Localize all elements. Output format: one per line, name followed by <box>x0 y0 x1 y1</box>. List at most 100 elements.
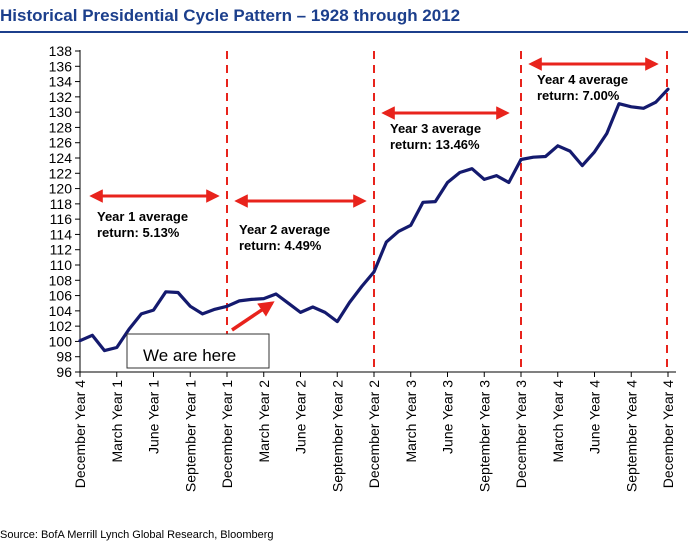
data-point <box>385 241 388 243</box>
data-point <box>581 164 584 167</box>
average-label-line1: Year 1 average <box>97 209 188 224</box>
data-point <box>177 291 179 294</box>
data-point <box>238 300 241 302</box>
data-point <box>483 178 486 181</box>
data-point <box>189 305 192 308</box>
average-label-line1: Year 4 average <box>537 72 628 87</box>
x-tick-label: March Year 2 <box>256 380 272 463</box>
y-tick-label: 96 <box>56 364 72 380</box>
y-tick-label: 132 <box>49 89 73 105</box>
y-tick-label: 130 <box>49 104 73 120</box>
data-point <box>360 285 363 288</box>
x-tick-label: December Year 4 <box>660 380 676 488</box>
data-point <box>409 224 412 227</box>
y-tick-label: 136 <box>49 58 73 74</box>
data-point <box>642 107 645 110</box>
data-point <box>213 308 216 311</box>
title-underline <box>0 31 688 33</box>
data-point <box>667 88 669 91</box>
data-point <box>434 200 437 203</box>
x-tick-label: September Year 4 <box>623 380 639 492</box>
x-tick-label: June Year 4 <box>587 380 603 454</box>
data-point <box>287 302 290 305</box>
y-tick-label: 120 <box>49 181 73 197</box>
data-point <box>115 346 118 349</box>
data-point <box>275 293 277 295</box>
data-point <box>471 167 473 170</box>
data-point <box>164 290 167 293</box>
data-point <box>605 132 608 135</box>
x-tick-label: September Year 2 <box>329 380 345 492</box>
average-label-line2: return: 7.00% <box>537 88 620 103</box>
data-point <box>507 181 510 184</box>
data-point <box>397 230 400 233</box>
x-tick-label: December Year 2 <box>366 380 382 488</box>
x-tick-label: March Year 4 <box>550 380 566 463</box>
y-tick-label: 102 <box>49 318 73 334</box>
x-tick-label: June Year 1 <box>146 380 162 454</box>
x-tick-label: December Year 4 <box>72 380 88 488</box>
y-tick-label: 128 <box>49 119 73 135</box>
y-tick-label: 98 <box>56 349 72 365</box>
average-label-line1: Year 3 average <box>390 121 481 136</box>
y-tick-label: 122 <box>49 165 73 181</box>
data-point <box>140 313 143 315</box>
data-point <box>336 320 339 323</box>
data-point <box>226 305 228 308</box>
average-label-line2: return: 13.46% <box>390 137 480 152</box>
data-point <box>520 158 522 161</box>
data-point <box>311 306 314 308</box>
y-tick-label: 134 <box>49 74 73 90</box>
callout-arrow <box>231 301 275 332</box>
data-point <box>446 181 449 184</box>
y-tick-label: 118 <box>50 196 73 212</box>
y-tick-label: 112 <box>50 242 73 258</box>
y-tick-label: 106 <box>49 288 73 304</box>
x-tick-label: June Year 2 <box>293 380 309 454</box>
data-point <box>495 174 498 177</box>
source-note: Source: BofA Merrill Lynch Global Resear… <box>0 529 274 541</box>
x-tick-label: March Year 3 <box>403 380 419 463</box>
y-tick-label: 110 <box>50 257 73 273</box>
data-point <box>103 349 106 352</box>
x-tick-label: December Year 3 <box>513 380 529 488</box>
data-point <box>152 309 155 311</box>
y-tick-label: 104 <box>49 303 73 319</box>
x-tick-label: December Year 1 <box>219 380 235 488</box>
data-point <box>250 298 253 301</box>
x-tick-label: September Year 1 <box>182 380 198 492</box>
data-point <box>630 105 633 108</box>
data-point <box>201 313 204 315</box>
chart-title: Historical Presidential Cycle Pattern – … <box>0 6 461 25</box>
data-point <box>458 171 461 174</box>
data-point <box>569 150 571 153</box>
data-point <box>128 328 130 331</box>
data-point <box>262 297 265 300</box>
data-point <box>422 201 424 204</box>
data-point <box>544 155 547 158</box>
y-tick-label: 108 <box>49 272 73 288</box>
y-tick-label: 114 <box>50 226 73 242</box>
average-label-line2: return: 5.13% <box>97 225 180 240</box>
data-point <box>348 301 351 304</box>
callout-box <box>126 333 270 369</box>
callout-label: We are here <box>143 346 236 365</box>
y-tick-label: 124 <box>49 150 73 166</box>
data-point <box>324 311 326 314</box>
x-tick-label: March Year 1 <box>109 380 125 463</box>
y-tick-label: 116 <box>50 211 73 227</box>
x-tick-label: September Year 3 <box>476 380 492 492</box>
data-point <box>532 156 535 159</box>
average-label-line1: Year 2 average <box>239 222 330 237</box>
data-point <box>654 101 657 104</box>
data-point <box>79 339 81 342</box>
data-point <box>373 270 375 273</box>
data-point <box>91 334 94 337</box>
y-tick-label: 138 <box>49 43 73 59</box>
data-point <box>299 311 302 314</box>
data-point <box>593 150 596 153</box>
data-point <box>556 144 559 147</box>
x-tick-label: June Year 3 <box>440 380 456 454</box>
y-tick-label: 126 <box>49 135 73 151</box>
